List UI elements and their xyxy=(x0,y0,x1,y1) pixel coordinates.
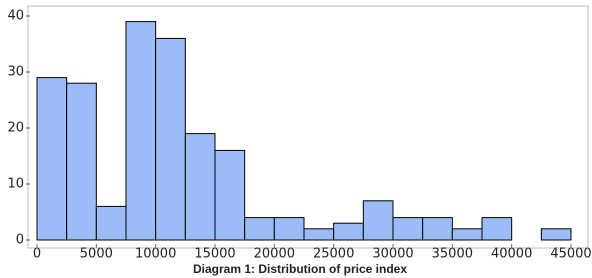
x-tick-label: 40000 xyxy=(491,247,532,262)
bar xyxy=(540,228,572,241)
x-tick-label: 0 xyxy=(33,247,41,262)
x-tick-label: 25000 xyxy=(313,247,354,262)
bar xyxy=(303,228,335,241)
x-tick-label: 45000 xyxy=(550,247,591,262)
x-tick-label: 30000 xyxy=(372,247,413,262)
chart-caption: Diagram 1: Distribution of price index xyxy=(193,262,407,276)
bar xyxy=(451,228,483,241)
x-tick-label: 35000 xyxy=(432,247,473,262)
bar xyxy=(36,77,68,241)
bar xyxy=(273,217,305,241)
bar xyxy=(362,200,394,241)
y-tick-label: 20 xyxy=(7,121,24,136)
bar xyxy=(333,222,364,241)
y-tick-label: 0 xyxy=(16,233,24,248)
bar xyxy=(244,217,275,241)
y-tick-label: 10 xyxy=(7,177,24,192)
bar xyxy=(481,217,513,241)
x-tick-label: 20000 xyxy=(254,247,295,262)
bar xyxy=(66,82,97,241)
bar xyxy=(392,217,424,241)
x-tick-label: 10000 xyxy=(135,247,176,262)
x-tick-label: 5000 xyxy=(80,247,113,262)
y-tick-label: 30 xyxy=(7,65,24,80)
bar xyxy=(95,205,127,241)
y-tick-label: 40 xyxy=(7,9,24,24)
bar xyxy=(125,21,157,241)
bar xyxy=(214,149,246,241)
plot-frame xyxy=(27,5,589,249)
x-tick-label: 15000 xyxy=(194,247,235,262)
bar xyxy=(184,133,216,241)
bar xyxy=(422,217,453,241)
bar xyxy=(155,37,186,241)
